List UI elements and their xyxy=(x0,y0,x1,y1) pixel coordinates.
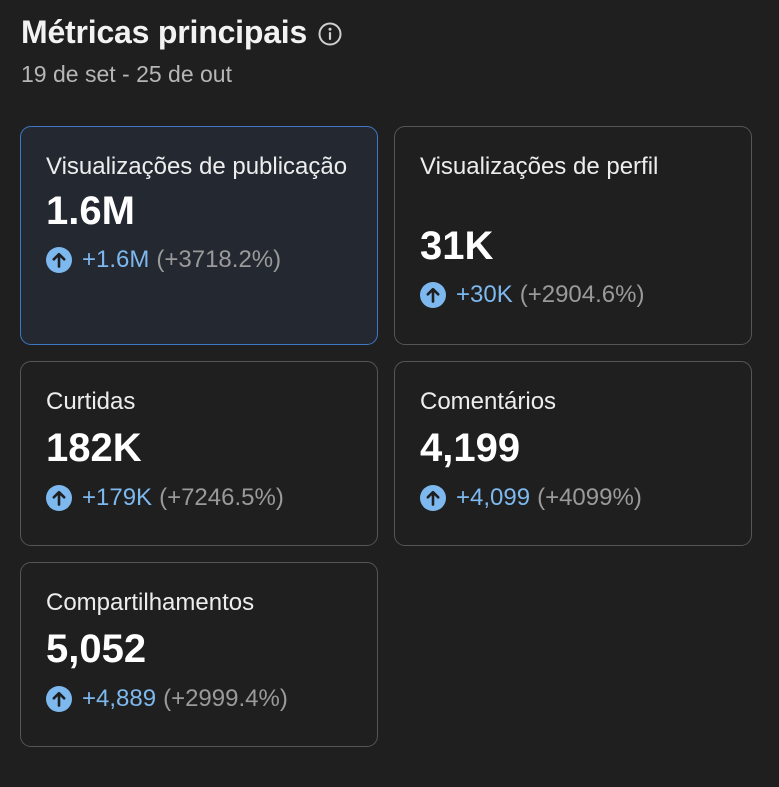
metric-label: Visualizações de perfil xyxy=(420,153,659,180)
metric-change: +179K (+7246.5%) xyxy=(46,484,353,512)
metric-card-likes[interactable]: Curtidas 182K +179K (+7246.5%) xyxy=(20,361,378,546)
metric-delta: +30K xyxy=(456,281,513,308)
metric-change: +1.6M (+3718.2%) xyxy=(46,246,353,274)
metric-change: +30K (+2904.6%) xyxy=(420,281,727,309)
arrow-up-circle-icon xyxy=(46,686,72,712)
info-circle-icon[interactable] xyxy=(317,21,343,47)
arrow-up-circle-icon xyxy=(46,485,72,511)
metric-change: +4,099 (+4099%) xyxy=(420,484,727,512)
metric-label: Compartilhamentos xyxy=(46,589,255,616)
metric-change: +4,889 (+2999.4%) xyxy=(46,685,353,713)
page-title: Métricas principais xyxy=(21,14,308,50)
metric-label: Comentários xyxy=(420,388,557,415)
metric-value: 31K xyxy=(420,224,494,268)
arrow-up-circle-icon xyxy=(420,485,446,511)
metric-percent: (+7246.5%) xyxy=(159,484,284,511)
metric-percent: (+3718.2%) xyxy=(156,246,282,273)
metric-card-post-views[interactable]: Visualizações de publicação 1.6M +1.6M (… xyxy=(20,126,378,345)
metric-delta: +179K xyxy=(82,484,153,511)
metric-delta: +4,889 xyxy=(82,685,157,712)
metric-value: 182K xyxy=(46,426,142,470)
arrow-up-circle-icon xyxy=(420,282,446,308)
metric-label: Visualizações de publicação xyxy=(46,153,348,180)
metric-card-shares[interactable]: Compartilhamentos 5,052 +4,889 (+2999.4%… xyxy=(20,562,378,747)
metric-percent: (+2999.4%) xyxy=(163,685,288,712)
metric-value: 1.6M xyxy=(46,189,135,233)
metric-percent: (+2904.6%) xyxy=(519,281,645,308)
metrics-header: Métricas principais 19 de set - 25 de ou… xyxy=(21,14,343,88)
date-range: 19 de set - 25 de out xyxy=(21,61,232,87)
metric-card-profile-views[interactable]: Visualizações de perfil 31K +30K (+2904.… xyxy=(394,126,752,345)
metric-value: 5,052 xyxy=(46,627,147,671)
metric-label: Curtidas xyxy=(46,388,136,415)
metric-value: 4,199 xyxy=(420,426,521,470)
title-row: Métricas principais xyxy=(21,14,343,51)
metric-delta: +4,099 xyxy=(456,484,531,511)
metric-card-comments[interactable]: Comentários 4,199 +4,099 (+4099%) xyxy=(394,361,752,546)
arrow-up-circle-icon xyxy=(46,247,72,273)
metric-delta: +1.6M xyxy=(82,246,150,273)
metric-percent: (+4099%) xyxy=(537,484,642,511)
